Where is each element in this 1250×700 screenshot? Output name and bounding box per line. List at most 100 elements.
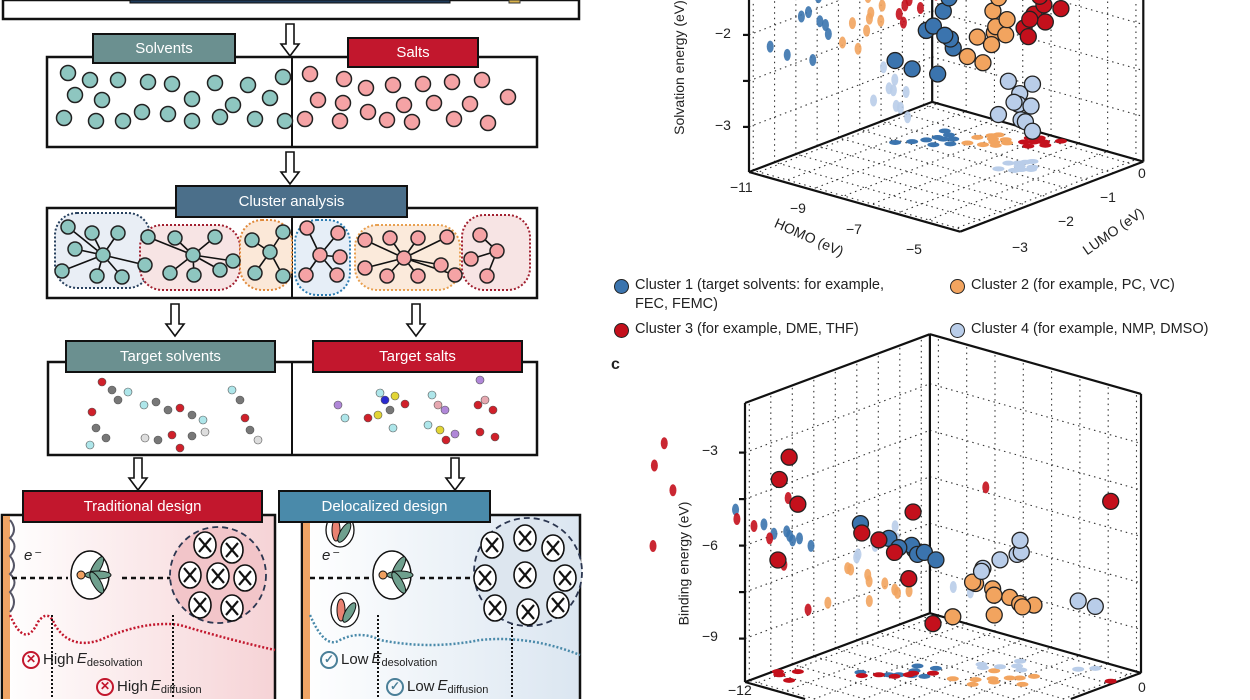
wall-projection-point (916, 1, 924, 14)
y-axis (959, 160, 1144, 233)
floor-projection-point (783, 677, 796, 683)
bond (403, 236, 448, 259)
wall-projection-point (863, 24, 871, 37)
floor-projection-point (943, 132, 956, 138)
atom (97, 377, 107, 387)
solvent-molecule (224, 96, 242, 114)
gridline (929, 429, 1142, 491)
floor-projection-point (926, 670, 939, 676)
atom (375, 388, 385, 398)
y-tick: 0 (1138, 679, 1146, 695)
x-tick: −7 (846, 221, 862, 237)
data-point-cluster-3 (853, 524, 871, 542)
salt-molecule (384, 76, 402, 94)
energy-symbol: E (437, 677, 448, 694)
z-axis-title-b: Solvation energy (eV) (670, 0, 687, 135)
salt-molecule (357, 79, 375, 97)
salt-molecule (499, 88, 517, 106)
check-circle-icon: ✓ (320, 650, 338, 669)
atom (240, 413, 250, 423)
data-point-cluster-3 (924, 614, 942, 633)
wall-projection-point (895, 7, 903, 20)
floor-projection-point (1015, 667, 1028, 673)
cluster-node (410, 230, 426, 246)
down-arrow-icon (279, 151, 301, 186)
gridline (929, 383, 1142, 445)
data-point-cluster-3 (885, 543, 904, 562)
ion-pair (513, 524, 537, 552)
down-arrow-icon (444, 457, 466, 492)
dendrite (8, 519, 16, 613)
check-circle-icon: ✓ (386, 677, 404, 696)
floor-projection-point (1025, 167, 1038, 173)
data-point-cluster-3 (870, 531, 888, 549)
data-point-cluster-1 (929, 65, 947, 83)
floor-projection-point (946, 676, 959, 682)
gridline (880, 120, 1093, 182)
gridline (1062, 671, 1137, 700)
atom (123, 387, 133, 397)
solvent-molecule (183, 112, 201, 130)
y-axis (1070, 671, 1142, 700)
partial-solvation-shell (330, 592, 360, 628)
cluster-node (396, 250, 412, 266)
cluster-node (262, 244, 278, 260)
atom (423, 420, 433, 430)
solvent-molecule (66, 86, 84, 104)
wall-projection-point (848, 17, 856, 30)
gridline (782, 110, 967, 183)
atom (400, 399, 410, 409)
target-salts-label: Target salts (312, 340, 523, 373)
atom (488, 405, 498, 415)
bond (403, 257, 456, 276)
atom (107, 385, 117, 395)
z-tick: −3 (702, 442, 718, 458)
salt-molecule (425, 94, 443, 112)
data-point-cluster-1 (924, 17, 943, 35)
floor-projection-point (988, 668, 1001, 674)
top-edge (929, 333, 1142, 395)
gridline (859, 129, 1072, 190)
gridline (835, 647, 1015, 700)
z-tick: −6 (702, 537, 718, 553)
atom (380, 395, 390, 405)
legend-label: Cluster 2 (for example, PC, VC) (971, 277, 1175, 293)
data-point-cluster-3 (1036, 13, 1054, 31)
wall-projection-point (783, 525, 791, 538)
salt-molecule (359, 103, 377, 121)
cluster-node (410, 268, 426, 284)
y-tick: −1 (1100, 189, 1116, 205)
data-point-cluster-4 (1022, 97, 1040, 115)
gridline (774, 161, 986, 223)
energy-subscript: diffusion (447, 684, 489, 696)
data-point-cluster-2 (958, 47, 977, 66)
floor-projection-point (944, 141, 957, 147)
floor-projection-point (1104, 678, 1117, 684)
ion-pair (220, 594, 244, 622)
cluster-node (357, 232, 373, 248)
solvent-molecule (114, 112, 132, 130)
legend-cluster-4: Cluster 4 (for example, NMP, DMSO) (950, 320, 1208, 339)
floor-projection-point (1089, 665, 1102, 671)
wall-projection-point (899, 16, 907, 29)
atom (113, 395, 123, 405)
floor-projection-point (1028, 139, 1040, 145)
salt-molecule (479, 114, 497, 132)
atom (440, 405, 450, 415)
solvent-molecule (239, 76, 257, 94)
data-point-cluster-1 (903, 60, 921, 78)
atom (167, 430, 177, 440)
x-axis (748, 170, 961, 233)
wall-projection-point (789, 534, 797, 547)
floor-projection-point (1026, 158, 1039, 164)
atom (101, 433, 111, 443)
gridline (932, 10, 1144, 72)
ion-pair (513, 561, 537, 589)
atom (235, 395, 245, 405)
atom (385, 405, 395, 415)
ion-pair (220, 536, 244, 564)
cluster-node (312, 247, 328, 263)
salt-molecule (296, 110, 314, 128)
data-point-cluster-3 (769, 551, 787, 569)
floor-projection-point (1016, 681, 1029, 687)
